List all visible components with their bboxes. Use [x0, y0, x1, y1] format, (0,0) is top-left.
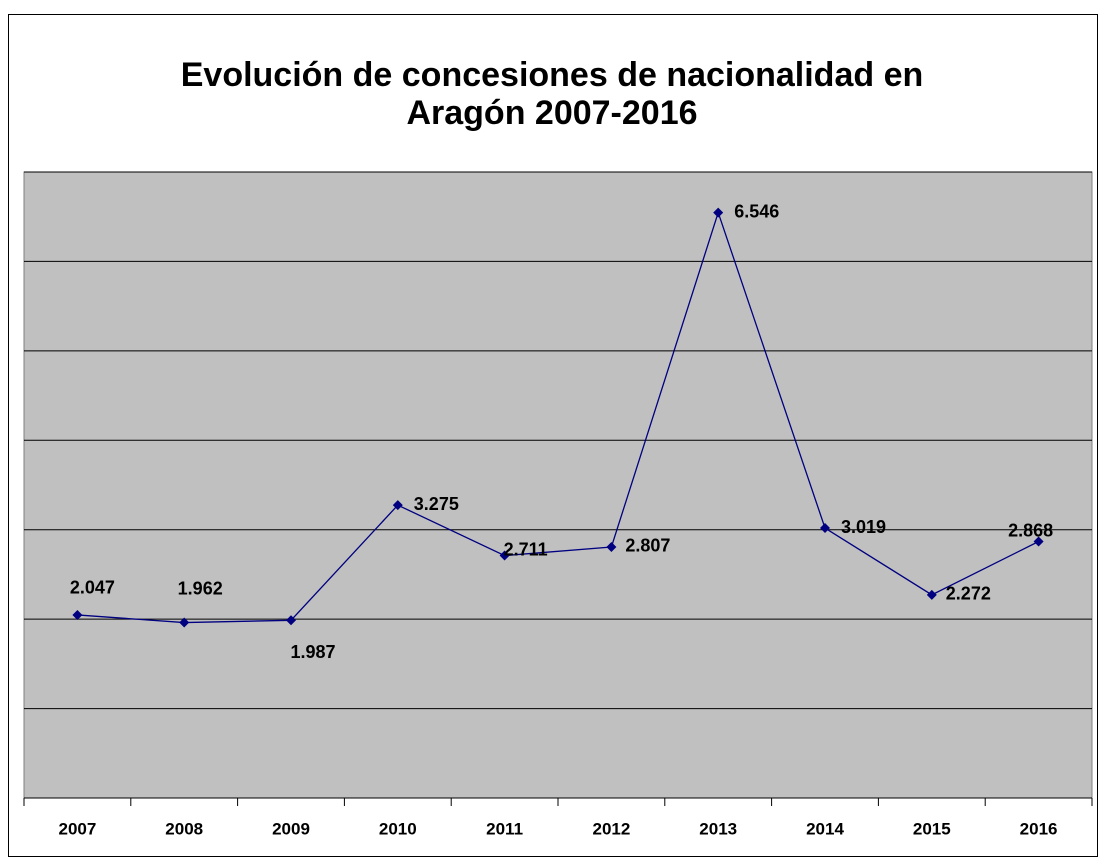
data-label: 2.868 — [1008, 520, 1053, 540]
data-point — [820, 523, 830, 534]
x-tick-label: 2008 — [165, 819, 203, 838]
data-label: 2.807 — [625, 536, 670, 556]
x-tick-label: 2011 — [486, 819, 523, 838]
data-label: 1.962 — [178, 578, 223, 598]
data-point — [713, 207, 724, 218]
data-point — [499, 550, 510, 561]
data-label: 6.546 — [734, 201, 779, 221]
data-label: 3.275 — [414, 494, 459, 514]
data-label: 2.047 — [70, 578, 115, 598]
x-tick-label: 2009 — [272, 819, 310, 838]
series-line — [77, 210, 1039, 624]
plot-area — [23, 171, 1093, 799]
data-label: 2.711 — [504, 539, 548, 559]
data-point — [286, 615, 296, 626]
x-tick-label: 2013 — [699, 819, 737, 838]
data-label: 1.987 — [290, 642, 335, 662]
x-tick-label: 2007 — [58, 819, 96, 838]
data-point — [1033, 536, 1044, 547]
x-tick-label: 2014 — [806, 819, 844, 838]
chart-title: Evolución de concesiones de nacionalidad… — [180, 56, 924, 132]
data-point — [72, 609, 83, 620]
data-point — [179, 617, 190, 628]
x-tick-label: 2012 — [592, 819, 630, 838]
data-point — [606, 541, 617, 552]
data-point — [926, 589, 937, 600]
data-label: 3.019 — [841, 517, 886, 537]
data-label: 2.272 — [946, 584, 991, 604]
x-tick-label: 2010 — [379, 819, 417, 838]
x-tick-label: 2015 — [913, 819, 951, 838]
x-tick-label: 2016 — [1020, 819, 1058, 838]
data-point — [392, 500, 403, 511]
